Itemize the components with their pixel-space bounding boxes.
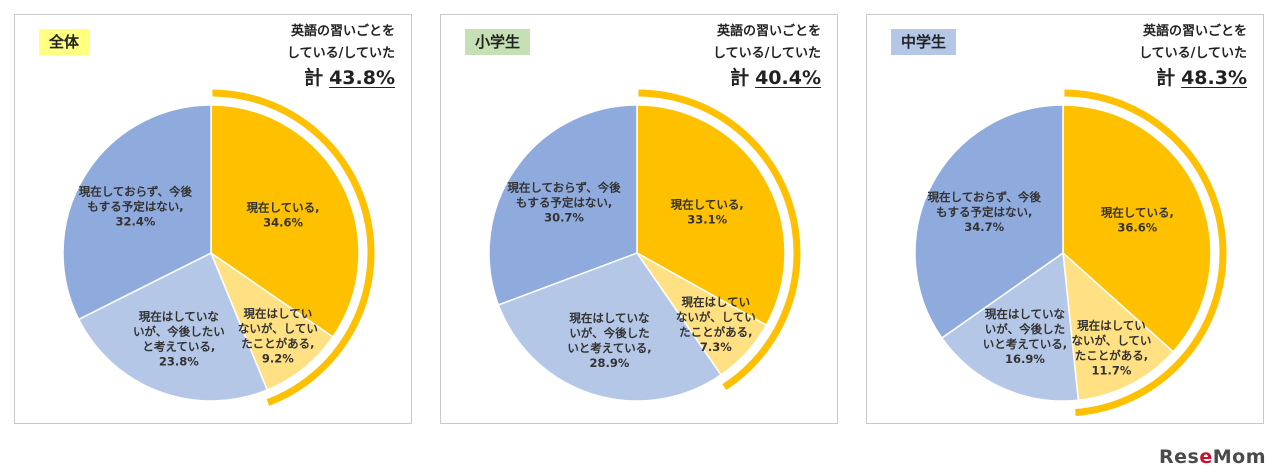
- pie-slice-2: [940, 251, 1080, 402]
- slice-label-0: 現在している, 36.6%: [1101, 205, 1174, 234]
- slice-label-0: 現在している, 33.1%: [671, 197, 744, 226]
- slice-label-2: 現在はしていないが、今後したいと考えている, 23.8%: [133, 309, 225, 368]
- header-line2: している/していた: [713, 46, 821, 61]
- slice-label-3: 現在しておらず、今後もする予定はない, 32.4%: [79, 184, 193, 228]
- slice-label-2: 現在はしていないが、今後したいと考えている, 16.9%: [983, 307, 1067, 366]
- total-highlight-arc: [638, 89, 801, 391]
- pie-panel-overall: 全体 英語の習いごとを している/していた 計 43.8% 現在している, 34.6…: [14, 14, 412, 424]
- total-value: 43.8%: [329, 67, 395, 89]
- pie-slice-0: [1062, 104, 1212, 353]
- pie-slice-3: [488, 104, 638, 306]
- panel-header: 英語の習いごとを している/していた 計 40.4%: [713, 21, 821, 91]
- logo-text-1: Res: [1159, 446, 1200, 468]
- header-line1: 英語の習いごとを: [716, 24, 821, 39]
- pie-panel-junior-high: 中学生 英語の習いごとを している/していた 計 48.3% 現在している, 36.…: [866, 14, 1264, 424]
- logo-text-2: e: [1199, 446, 1213, 468]
- total-highlight-arc: [1064, 89, 1227, 417]
- panel-badge: 小学生: [465, 29, 531, 55]
- pie-slice-2: [497, 252, 722, 402]
- pie-chart: 現在している, 33.1% 現在はしていないが、していたことがある, 7.3% 現在はし…: [488, 89, 801, 402]
- total-label: 計: [304, 67, 324, 89]
- header-line1: 英語の習いごとを: [290, 24, 395, 39]
- total-highlight-arc: [212, 89, 375, 406]
- pie-slice-3: [62, 104, 212, 321]
- pie-slice-1: [209, 250, 334, 391]
- total-label: 計: [730, 67, 750, 89]
- pie-panel-elementary: 小学生 英語の習いごとを している/していた 計 40.4% 現在している, 33.…: [440, 14, 838, 424]
- slice-label-3: 現在しておらず、今後もする予定はない, 30.7%: [507, 180, 621, 224]
- pie-slice-3: [914, 104, 1064, 340]
- pie-slice-0: [636, 104, 786, 327]
- slice-label-1: 現在はしていないが、していたことがある, 9.2%: [238, 306, 318, 365]
- header-line2: している/していた: [1139, 46, 1247, 61]
- pie-slice-1: [1062, 251, 1175, 402]
- panel-header: 英語の習いごとを している/していた 計 43.8%: [287, 21, 395, 91]
- slice-label-0: 現在している, 34.6%: [247, 201, 320, 230]
- resemom-logo: ReseMom: [1159, 446, 1266, 468]
- total-label: 計: [1156, 67, 1176, 89]
- pie-chart: 現在している, 34.6% 現在はしていないが、していたことがある, 9.2%現在はし…: [62, 89, 375, 406]
- slice-label-3: 現在しておらず、今後もする予定はない, 34.7%: [928, 190, 1042, 234]
- pie-slice-0: [210, 104, 360, 338]
- slice-label-1: 現在はしていないが、していたことがある, 7.3%: [676, 295, 756, 354]
- header-line1: 英語の習いごとを: [1142, 24, 1247, 39]
- header-line2: している/していた: [287, 46, 395, 61]
- slice-label-1: 現在はしていないが、していたことがある, 11.7%: [1071, 318, 1151, 377]
- pie-chart: 現在している, 36.6% 現在はしていないが、していたことがある, 11.7%現在は…: [914, 89, 1227, 417]
- total-value: 40.4%: [755, 67, 821, 89]
- pie-slice-2: [77, 251, 269, 402]
- total-line: 計 43.8%: [287, 65, 395, 91]
- panel-header: 英語の習いごとを している/していた 計 48.3%: [1139, 21, 1247, 91]
- slice-label-2: 現在はしていないが、今後したいと考えている, 28.9%: [567, 311, 651, 370]
- logo-text-3: Mom: [1212, 446, 1266, 468]
- panel-badge: 中学生: [891, 29, 957, 55]
- total-line: 計 48.3%: [1139, 65, 1247, 91]
- total-value: 48.3%: [1181, 67, 1247, 89]
- total-line: 計 40.4%: [713, 65, 821, 91]
- panel-badge: 全体: [39, 29, 90, 55]
